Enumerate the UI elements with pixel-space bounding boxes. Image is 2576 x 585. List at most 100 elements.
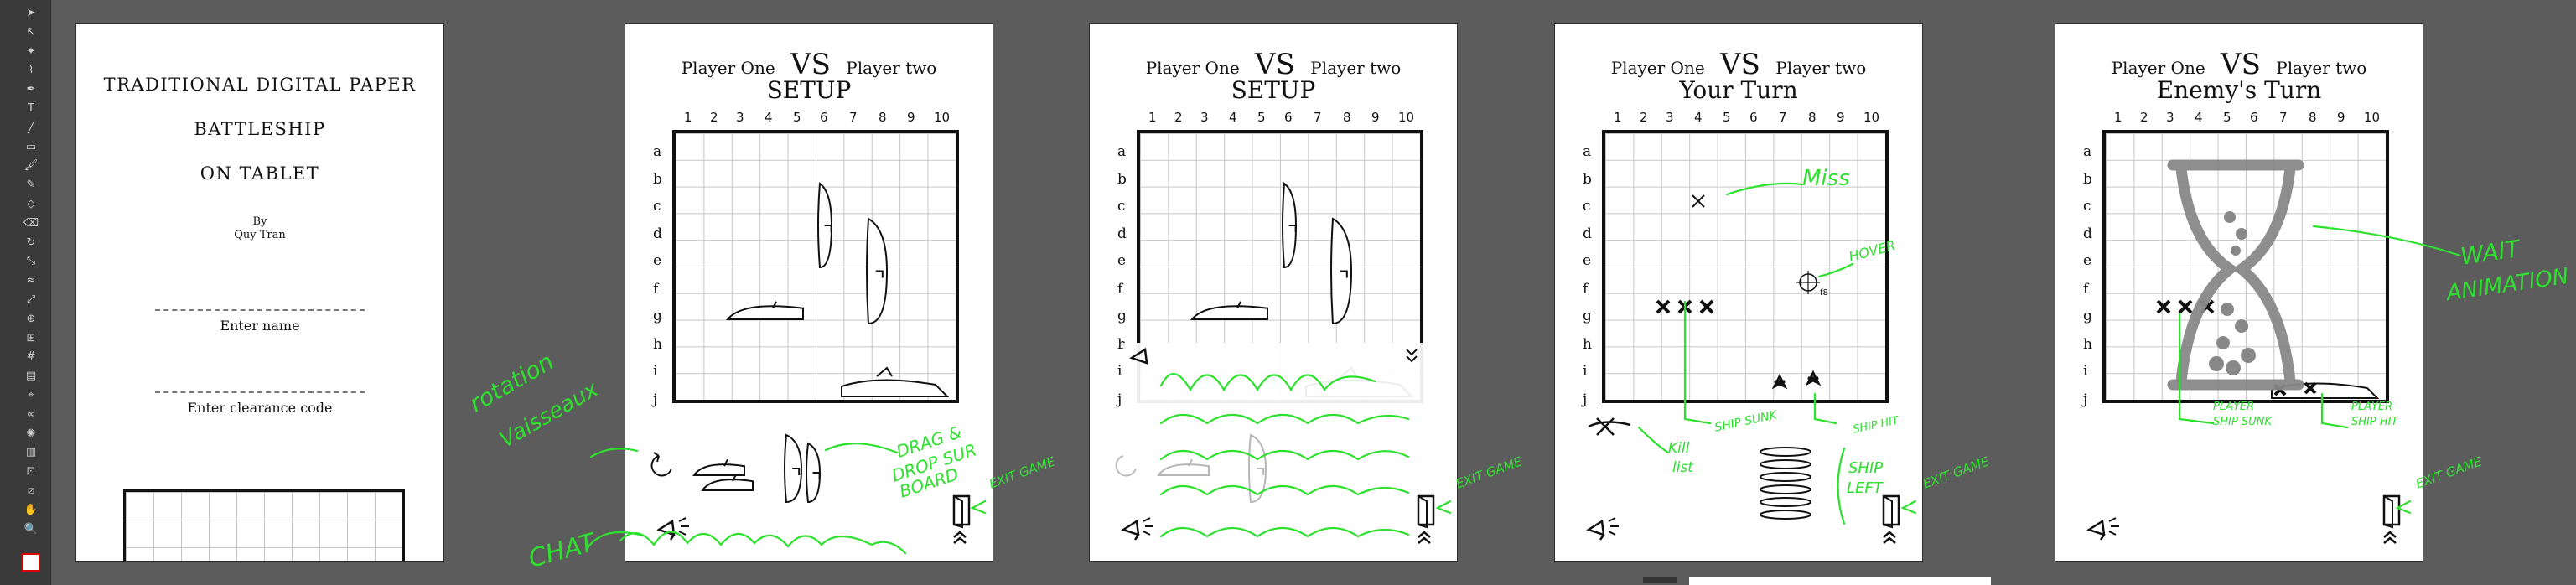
miss-arrow [1725, 182, 1804, 196]
vs-label: VS [1255, 48, 1295, 81]
hand-tool-icon[interactable]: ✋ [23, 503, 39, 516]
annotation-kill: Kill [1668, 440, 1690, 457]
eraser-icon[interactable]: ⌫ [23, 216, 39, 230]
row-label: b [1117, 171, 1127, 188]
exit-arrow-1 [970, 500, 987, 515]
vs-label: VS [1720, 48, 1760, 81]
annotation-player-sunk-2: SHIP SUNK [2213, 416, 2272, 428]
annotation-player-hit-1: PLAYER [2351, 401, 2393, 413]
column-label: 8 [1343, 110, 1351, 125]
blend-tool-icon[interactable]: ∞ [26, 407, 36, 421]
symbol-sprayer-icon[interactable]: ✺ [26, 427, 36, 440]
column-label: 10 [1863, 110, 1880, 125]
scale-tool-icon[interactable]: ⤡ [26, 255, 36, 268]
cover-title-line-2: BATTLESHIP [194, 119, 326, 139]
row-label: c [653, 198, 661, 215]
chevron-up-icon[interactable] [1880, 529, 1899, 547]
type-tool-icon[interactable]: T [28, 102, 34, 115]
column-label: 7 [1314, 110, 1322, 125]
player-one-label: Player One [1610, 58, 1705, 78]
annotation-left: LEFT [1847, 479, 1883, 497]
free-transform-icon[interactable]: ⤢ [26, 293, 36, 306]
fill-stroke-swatch-icon[interactable] [22, 553, 40, 572]
pencil-icon[interactable]: ✎ [26, 179, 36, 192]
gradient-tool-icon[interactable]: ▤ [25, 370, 37, 383]
row-label: a [1583, 143, 1592, 160]
wait-arrow [2312, 225, 2462, 257]
column-label: 10 [2364, 110, 2381, 125]
row-label: c [1583, 198, 1591, 215]
lasso-icon[interactable]: ⌇ [28, 64, 34, 77]
slice-tool-icon[interactable]: ⧄ [27, 484, 35, 497]
row-label: a [2083, 143, 2092, 160]
chevron-up-icon[interactable] [951, 529, 969, 547]
player-two-label: Player two [1775, 58, 1867, 78]
exit-door-icon[interactable] [1415, 494, 1438, 529]
eyedropper-icon[interactable]: ⌖ [28, 389, 34, 401]
game-board[interactable] [672, 130, 959, 403]
direct-selection-tool-icon[interactable]: ↖ [26, 25, 36, 39]
column-label: 3 [1200, 110, 1209, 125]
rotation-arrow [589, 448, 639, 458]
row-label: h [1117, 336, 1127, 353]
width-tool-icon[interactable]: ≈ [26, 274, 36, 287]
exit-door-icon[interactable] [1880, 494, 1904, 529]
chevron-up-icon[interactable] [1415, 529, 1433, 547]
column-label: 4 [1694, 110, 1703, 125]
chat-megaphone-icon[interactable] [1585, 515, 1622, 541]
ship-sunk-arrow [1683, 300, 1712, 425]
ship-left-brace [1837, 447, 1846, 525]
column-label: 9 [1371, 110, 1380, 125]
chevron-up-icon[interactable] [2381, 529, 2399, 547]
row-label: e [1117, 252, 1127, 269]
chat-scribble [619, 531, 907, 555]
row-label: i [1583, 363, 1588, 380]
row-label: d [1117, 225, 1127, 242]
paintbrush-icon[interactable]: 🖌 [23, 159, 39, 173]
column-label: 1 [684, 110, 692, 125]
player-one-label: Player One [1145, 58, 1240, 78]
perspective-grid-icon[interactable]: ⊞ [26, 331, 36, 344]
row-label: f [2083, 281, 2089, 298]
row-label: j [2083, 391, 2088, 408]
vs-label: VS [790, 48, 831, 81]
pen-tool-icon[interactable]: ✒ [26, 83, 36, 96]
annotation-player-hit-2: SHIP HIT [2351, 416, 2398, 428]
exit-door-icon[interactable] [951, 494, 974, 529]
exit-door-icon[interactable] [2381, 494, 2404, 529]
versus-header: Player One VS Player two [1555, 48, 1922, 81]
column-label: 9 [1837, 110, 1845, 125]
column-graph-icon[interactable]: ▥ [25, 446, 37, 459]
column-label: 10 [1398, 110, 1415, 125]
code-underline [155, 391, 365, 393]
magic-wand-icon[interactable]: ✦ [26, 44, 36, 58]
line-tool-icon[interactable]: ╱ [28, 121, 34, 134]
selection-tool-icon[interactable]: ➤ [26, 7, 36, 19]
cover-board-preview [123, 489, 405, 561]
rectangle-tool-icon[interactable]: ▭ [25, 140, 37, 153]
column-label: 1 [1148, 110, 1157, 125]
hover-coordinate: f8 [1820, 288, 1828, 298]
versus-header: Player One VS Player two [625, 48, 993, 81]
code-field-label[interactable]: Enter clearance code [187, 400, 333, 416]
name-field-label[interactable]: Enter name [220, 318, 300, 334]
column-label: 2 [1174, 110, 1183, 125]
row-label: b [2083, 171, 2092, 188]
shape-builder-icon[interactable]: ⊕ [26, 312, 36, 325]
column-label: 10 [934, 110, 951, 125]
chat-megaphone-icon[interactable] [1120, 515, 1157, 541]
mesh-tool-icon[interactable]: # [26, 350, 36, 364]
board-sketches [2156, 159, 2380, 399]
shaper-icon[interactable]: ◇ [27, 198, 35, 210]
zoom-tool-icon[interactable]: 🔍 [23, 522, 39, 536]
chat-megaphone-icon[interactable] [2086, 515, 2122, 541]
game-board[interactable] [1602, 130, 1889, 403]
screen-subtitle: SETUP [766, 76, 852, 104]
row-label: f [653, 281, 659, 298]
rotate-tool-icon[interactable]: ↻ [26, 236, 36, 249]
column-label: 9 [907, 110, 915, 125]
row-label: j [1583, 391, 1588, 408]
artboard-tool-icon[interactable]: ⊡ [26, 465, 36, 479]
artboard-screen-1: Player One VS Player two SETUP 1 2 3 4 5 6 7 8 9… [625, 23, 993, 562]
